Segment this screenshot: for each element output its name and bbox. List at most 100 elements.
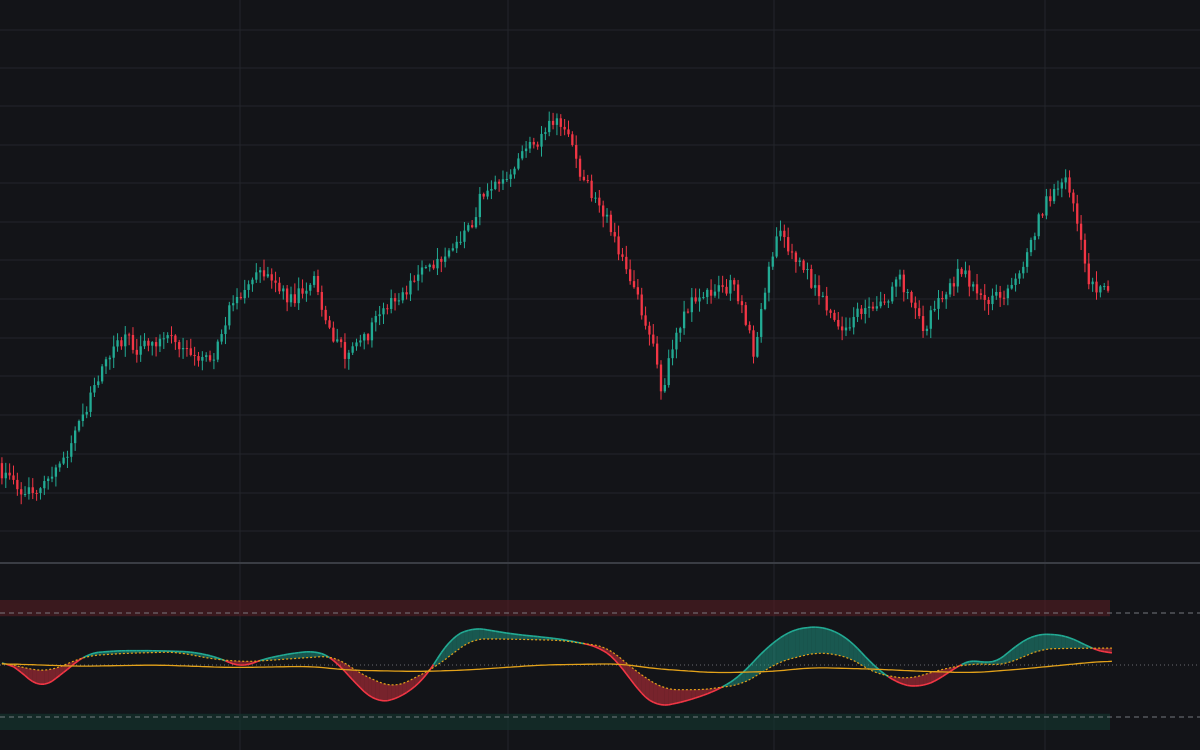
- candle-body: [987, 299, 990, 305]
- fill-segment-down: [930, 671, 935, 683]
- fill-segment-up: [788, 631, 792, 660]
- candle-up: [390, 289, 393, 314]
- candle-body: [609, 214, 613, 233]
- candle-up: [255, 263, 258, 283]
- fast-line-segment: [24, 675, 30, 680]
- candle-body: [451, 248, 455, 251]
- fill-segment-up: [811, 627, 816, 654]
- candle-down: [563, 119, 566, 136]
- candle-up: [605, 208, 609, 223]
- fast-line-segment: [834, 630, 839, 635]
- fast-line-segment: [714, 688, 720, 692]
- candle-up: [501, 170, 505, 191]
- candle-down: [640, 287, 643, 320]
- candle-body: [131, 334, 135, 350]
- fast-line-segment: [656, 702, 662, 706]
- fast-line-segment: [891, 678, 897, 682]
- candle-body: [1025, 252, 1029, 267]
- candle-body: [139, 346, 142, 355]
- candle-down: [783, 224, 786, 248]
- candle-up: [243, 279, 246, 304]
- candle-body: [8, 472, 11, 476]
- fast-line-segment: [63, 668, 68, 674]
- candle-body: [193, 354, 196, 357]
- candle-down: [902, 269, 905, 302]
- fill-segment-up: [857, 648, 862, 665]
- candle-body: [309, 284, 312, 291]
- fast-line-segment: [564, 639, 569, 642]
- candle-body: [447, 250, 451, 257]
- fast-line-segment: [710, 689, 716, 694]
- candle-up: [517, 153, 520, 171]
- candle-body: [320, 292, 323, 310]
- candle-body: [463, 230, 466, 242]
- fast-line-segment: [649, 699, 654, 703]
- candle-body: [178, 342, 181, 350]
- oscillator-bands: [0, 600, 1110, 730]
- candle-up: [1060, 178, 1063, 198]
- candle-up: [143, 333, 146, 350]
- candle-body: [312, 276, 316, 285]
- candle-body: [363, 334, 366, 341]
- fill-segment-up: [768, 643, 773, 669]
- fill-segment-down: [915, 676, 920, 686]
- candle-down: [744, 301, 747, 327]
- candle-up: [420, 260, 424, 283]
- fast-line-segment: [930, 680, 935, 684]
- candle-up: [201, 351, 204, 371]
- candle-body: [413, 280, 416, 282]
- fast-line-segment: [1057, 634, 1062, 637]
- candle-down: [559, 114, 562, 136]
- candle-body: [748, 324, 751, 331]
- candle-body: [77, 421, 81, 431]
- candle-up: [702, 291, 705, 300]
- candle-up: [74, 426, 77, 451]
- candle-down: [405, 285, 408, 300]
- candle-up: [66, 450, 69, 468]
- candle-up: [23, 486, 27, 497]
- candle-up: [309, 283, 312, 296]
- candle-down: [339, 337, 343, 348]
- candle-down: [1041, 212, 1044, 218]
- fill-segment-up: [761, 650, 766, 673]
- fill-segment-up: [310, 651, 315, 658]
- fill-segment-down: [622, 659, 627, 674]
- fill-segment-up: [780, 635, 785, 663]
- fast-line-segment: [776, 636, 781, 642]
- candle-down: [987, 296, 990, 315]
- fill-segment-up: [757, 653, 762, 676]
- fast-line-segment: [36, 682, 41, 686]
- fast-line-segment: [1034, 634, 1039, 637]
- candle-body: [108, 357, 111, 360]
- candle-up: [70, 435, 73, 463]
- fast-line-segment: [787, 630, 793, 634]
- fill-segment-down: [240, 661, 245, 666]
- candle-up: [139, 335, 142, 362]
- candle-body: [305, 290, 308, 294]
- candle-body: [875, 306, 878, 309]
- candle-up: [775, 227, 778, 259]
- fill-segment-down: [52, 668, 56, 682]
- candle-body: [278, 282, 281, 292]
- candle-body: [513, 168, 516, 175]
- candle-up: [1018, 270, 1021, 285]
- fast-line-segment: [691, 697, 696, 700]
- fill-segment-up: [1054, 634, 1058, 649]
- candle-body: [405, 292, 408, 295]
- candle-down: [921, 305, 925, 338]
- fast-line-segment: [491, 629, 496, 632]
- fast-line-segment: [209, 654, 215, 658]
- overbought-zone: [0, 600, 1110, 617]
- candle-body: [551, 120, 555, 125]
- fill-segment-up: [784, 633, 789, 661]
- candle-up: [864, 299, 867, 324]
- candle-down: [1076, 194, 1079, 232]
- candle-up: [266, 266, 270, 279]
- candle-down: [709, 279, 713, 304]
- candle-up: [347, 349, 350, 370]
- candle-body: [1052, 189, 1056, 202]
- candle-down: [551, 112, 555, 130]
- candle-body: [979, 293, 983, 295]
- candle-body: [316, 276, 320, 293]
- candle-down: [197, 351, 200, 367]
